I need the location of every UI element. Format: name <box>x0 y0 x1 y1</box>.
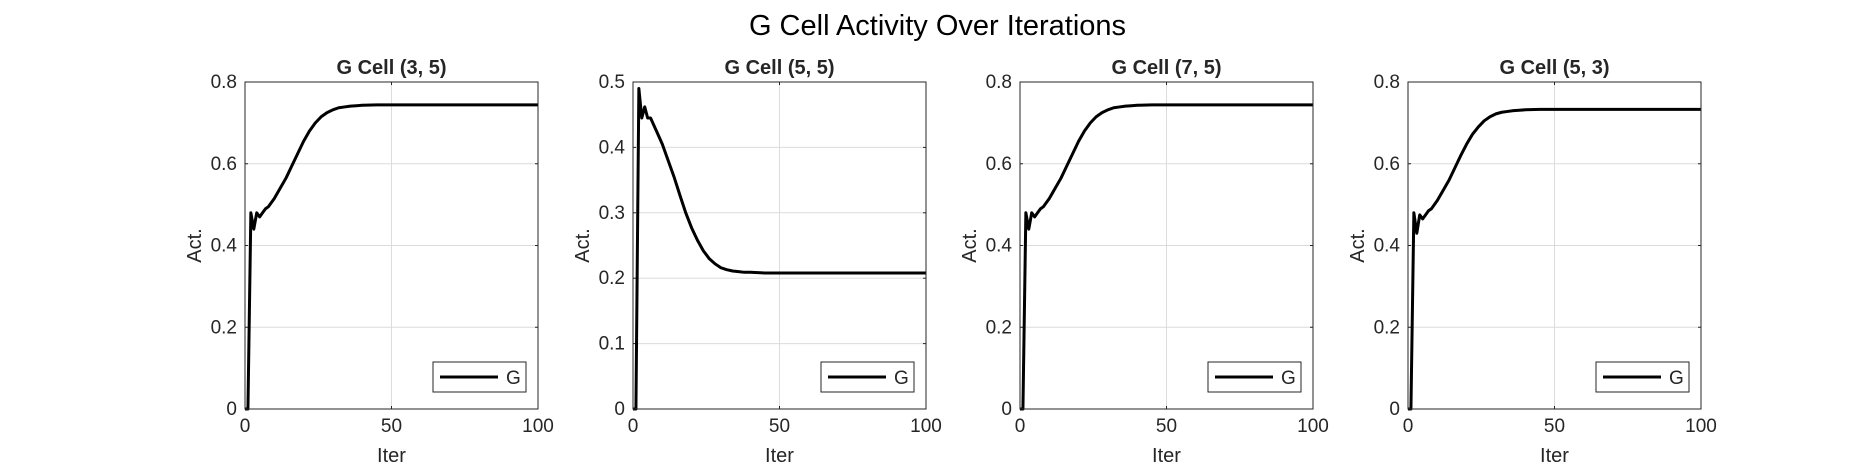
legend: G <box>1207 361 1302 393</box>
legend: G <box>432 361 527 393</box>
x-tick-label: 50 <box>1156 416 1177 437</box>
axes-box <box>632 81 927 410</box>
x-axis-label: Iter <box>1540 445 1569 467</box>
x-axis-label: Iter <box>765 445 794 467</box>
x-tick-label: 50 <box>1544 416 1565 437</box>
x-tick-label: 0 <box>1015 416 1026 437</box>
y-tick-label: 0.2 <box>986 317 1012 338</box>
y-tick-label: 0.8 <box>1374 72 1400 93</box>
x-tick-label: 50 <box>769 416 790 437</box>
subplot-1: 0 50 100 0 0.2 0.4 0.6 0.8 G Cell (3, 5) Iter Act.… <box>184 57 554 467</box>
y-tick-label: 0.8 <box>986 72 1012 93</box>
series-line-G <box>1408 107 1701 411</box>
series-line-G <box>1020 103 1313 411</box>
subplot-2: 0 50 100 0 0.1 0.2 0.3 0.4 0.5 G Cell (5, 5) Iter A… <box>572 57 942 467</box>
y-tick-label: 0.3 <box>599 203 625 224</box>
y-tick-label: 0.4 <box>1374 236 1401 257</box>
x-axis-label: Iter <box>377 445 406 467</box>
y-tick-label: 0.1 <box>599 334 625 355</box>
y-axis-label: Act. <box>572 228 594 262</box>
subplot-title: G Cell (3, 5) <box>336 57 446 79</box>
x-tick-label: 100 <box>1297 416 1329 437</box>
y-tick-label: 0.4 <box>211 236 238 257</box>
y-tick-label: 0.4 <box>986 236 1013 257</box>
y-tick-label: 0.6 <box>211 154 237 175</box>
subplot-title: G Cell (7, 5) <box>1111 57 1221 79</box>
x-tick-label: 100 <box>910 416 942 437</box>
x-tick-label: 0 <box>240 416 251 437</box>
y-axis-label: Act. <box>1347 228 1369 262</box>
subplot-title: G Cell (5, 3) <box>1499 57 1609 79</box>
y-tick-label: 0.2 <box>211 317 237 338</box>
y-tick-label: 0.6 <box>986 154 1012 175</box>
y-tick-label: 0.4 <box>599 137 626 158</box>
subplot-3: 0 50 100 0 0.2 0.4 0.6 0.8 G Cell (7, 5) Iter Act.… <box>959 57 1329 467</box>
y-tick-label: 0.5 <box>599 72 625 93</box>
y-tick-label: 0.8 <box>211 72 237 93</box>
y-tick-label: 0 <box>1001 399 1012 420</box>
y-tick-label: 0.2 <box>599 268 625 289</box>
axes-box <box>244 81 539 410</box>
legend-label: G <box>506 368 521 389</box>
y-tick-label: 0.6 <box>1374 154 1400 175</box>
legend-label: G <box>894 368 909 389</box>
x-tick-label: 0 <box>1403 416 1414 437</box>
y-tick-label: 0.2 <box>1374 317 1400 338</box>
y-tick-label: 0 <box>226 399 237 420</box>
x-tick-label: 100 <box>522 416 554 437</box>
x-axis-label: Iter <box>1152 445 1181 467</box>
y-tick-label: 0 <box>614 399 625 420</box>
legend: G <box>1595 361 1690 393</box>
y-axis-label: Act. <box>959 228 981 262</box>
x-tick-label: 100 <box>1685 416 1717 437</box>
series-line-G <box>633 87 926 411</box>
legend-label: G <box>1669 368 1684 389</box>
y-axis-label: Act. <box>184 228 206 262</box>
subplot-4: 0 50 100 0 0.2 0.4 0.6 0.8 G Cell (5, 3) Iter Act.… <box>1347 57 1717 467</box>
x-tick-label: 0 <box>628 416 639 437</box>
axes-box <box>1407 81 1702 410</box>
axes-box <box>1019 81 1314 410</box>
subplot-title: G Cell (5, 5) <box>724 57 834 79</box>
figure-title: G Cell Activity Over Iterations <box>748 10 1127 42</box>
y-tick-label: 0 <box>1389 399 1400 420</box>
legend-label: G <box>1281 368 1296 389</box>
x-tick-label: 50 <box>381 416 402 437</box>
legend: G <box>820 361 915 393</box>
series-line-G <box>245 103 538 411</box>
